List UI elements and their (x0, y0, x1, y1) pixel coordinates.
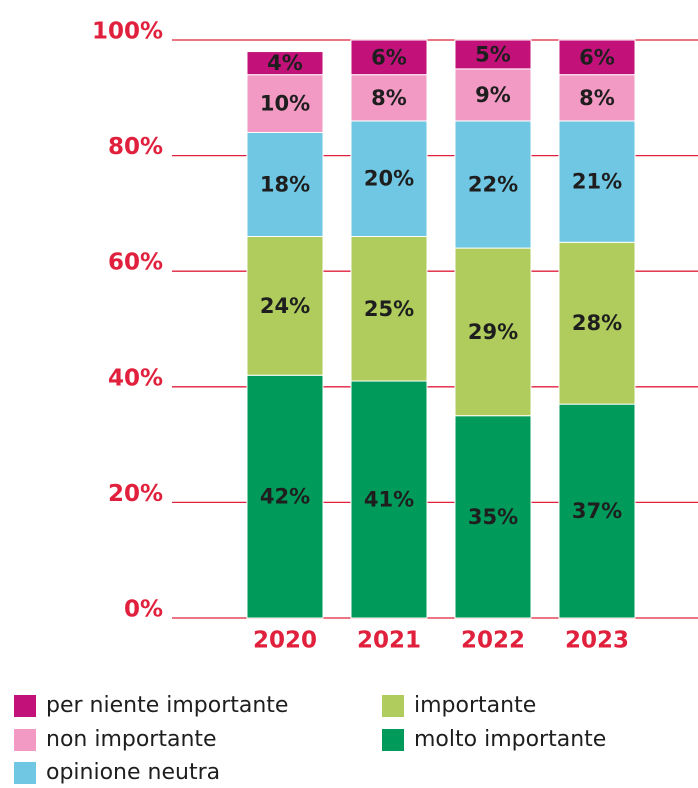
bar-segment (558, 403, 636, 619)
data-label: 6% (579, 45, 615, 69)
data-label: 5% (475, 42, 511, 66)
y-tick-label: 20% (108, 481, 163, 507)
legend-swatch (14, 695, 36, 717)
y-tick-label: 100% (92, 19, 163, 45)
data-label: 41% (364, 488, 414, 512)
data-label: 9% (475, 83, 511, 107)
bar-segment (246, 236, 324, 376)
legend-label: importante (414, 693, 536, 718)
data-label: 6% (371, 45, 407, 69)
data-label: 20% (364, 167, 414, 191)
bar-segment (350, 380, 428, 619)
data-label: 42% (260, 485, 310, 509)
bar-segment (350, 236, 428, 382)
y-tick-label: 40% (108, 365, 163, 391)
x-tick-label: 2020 (253, 628, 317, 654)
x-tick-label: 2022 (461, 628, 525, 654)
bar-segment (558, 39, 636, 76)
x-tick-label: 2023 (565, 628, 629, 654)
data-label: 8% (371, 86, 407, 110)
bar-segment (454, 120, 532, 249)
legend-swatch (14, 762, 36, 784)
bar-segment (558, 241, 636, 405)
data-label: 37% (572, 499, 622, 523)
legend-swatch (382, 695, 404, 717)
bar-segment (246, 51, 324, 76)
bar-segment (558, 74, 636, 122)
legend-label: non importante (46, 727, 217, 752)
bar-segment (246, 131, 324, 238)
legend-swatch (382, 729, 404, 751)
y-tick-label: 80% (108, 134, 163, 160)
data-label: 4% (267, 51, 303, 75)
x-tick-label: 2021 (357, 628, 421, 654)
data-label: 29% (468, 320, 518, 344)
bar-segment (454, 415, 532, 619)
bar-segment (350, 74, 428, 122)
data-label: 10% (260, 92, 310, 116)
y-tick-label: 0% (124, 597, 163, 623)
bar-segment (350, 39, 428, 76)
data-label: 21% (572, 170, 622, 194)
legend-label: molto importante (414, 727, 606, 752)
data-label: 24% (260, 294, 310, 318)
bar-segment (454, 39, 532, 70)
data-label: 28% (572, 311, 622, 335)
data-label: 22% (468, 173, 518, 197)
data-label: 18% (260, 173, 310, 197)
legend-label: opinione neutra (46, 760, 220, 785)
bar-segment (558, 120, 636, 243)
data-label: 35% (468, 505, 518, 529)
y-tick-label: 60% (108, 250, 163, 276)
bar-segment (246, 374, 324, 619)
legend-swatch (14, 729, 36, 751)
legend-label: per niente importante (46, 693, 288, 718)
data-label: 8% (579, 86, 615, 110)
data-label: 25% (364, 297, 414, 321)
